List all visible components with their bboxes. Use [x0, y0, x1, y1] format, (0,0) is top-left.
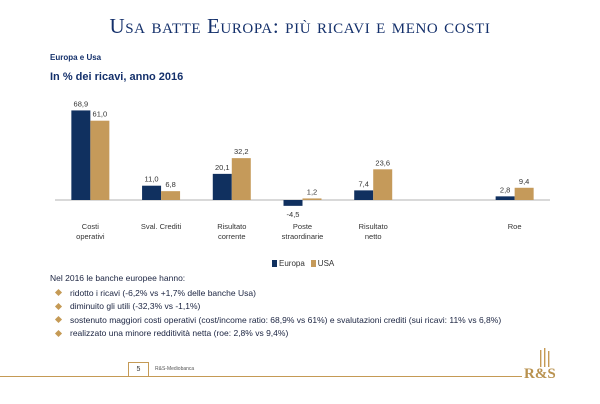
category-label: corrente	[218, 232, 246, 241]
chart-region-label: Europa e Usa	[50, 53, 102, 62]
page-number: 5	[128, 362, 149, 377]
bar-europa	[495, 196, 515, 200]
page-title: Usa batte Europa: più ricavi e meno cost…	[109, 14, 491, 38]
bar-usa	[90, 120, 110, 200]
note-bullet: sostenuto maggiori costi operativi (cost…	[50, 313, 570, 327]
category-label: Roe	[508, 222, 522, 231]
notes-panel: Nel 2016 le banche europee hanno: ridott…	[50, 273, 570, 340]
category-label: Risultato	[359, 222, 388, 231]
bar-usa	[161, 191, 181, 200]
legend-swatch-usa	[310, 260, 316, 268]
category-label: Risultato	[217, 222, 246, 231]
chart-legend: Europa USA	[272, 259, 334, 268]
bar-usa	[373, 169, 393, 200]
data-label: 7,4	[358, 179, 368, 188]
legend-europa: Europa	[272, 259, 305, 268]
footer-divider	[0, 376, 522, 377]
data-label: -4,5	[287, 210, 300, 219]
footer-source: R&S-Mediobanca	[155, 366, 195, 372]
category-label: operativi	[76, 232, 105, 241]
data-label: 6,8	[165, 180, 175, 189]
bar-usa	[231, 158, 251, 200]
data-label: 23,6	[375, 158, 390, 167]
data-label: 1,2	[307, 187, 317, 196]
data-label: 32,2	[234, 147, 249, 156]
logo-emblem-icon	[540, 348, 550, 367]
category-label: Costi	[82, 222, 99, 231]
bar-europa	[71, 110, 91, 200]
legend-swatch-europa	[272, 260, 277, 268]
bar-europa	[354, 190, 374, 200]
diamond-bullet-icon	[54, 316, 63, 324]
bar-usa	[514, 187, 534, 200]
category-label: straordinarie	[282, 232, 324, 241]
bar-europa	[283, 200, 303, 206]
data-label: 61,0	[93, 110, 108, 119]
logo: R&S	[524, 366, 556, 382]
note-bullet: ridotto i ricavi (-6,2% vs +1,7% delle b…	[50, 286, 570, 300]
data-label: 2,8	[500, 185, 510, 194]
bar-europa	[212, 173, 232, 200]
bar-usa	[302, 198, 322, 200]
data-label: 68,9	[74, 99, 89, 108]
notes-intro: Nel 2016 le banche europee hanno:	[50, 273, 186, 283]
category-label: netto	[365, 232, 382, 241]
category-label: Sval. Crediti	[141, 222, 182, 231]
note-bullet: diminuito gli utili (-32,3% vs -1,1%)	[50, 300, 570, 314]
diamond-bullet-icon	[54, 329, 63, 337]
diamond-bullet-icon	[54, 302, 63, 310]
chart-unit-label: In % dei ricavi, anno 2016	[50, 71, 184, 83]
data-label: 11,0	[145, 175, 159, 184]
legend-usa: USA	[310, 259, 334, 268]
bar-europa	[142, 185, 162, 200]
note-bullet: realizzato una minore redditività netta …	[50, 327, 570, 341]
diamond-bullet-icon	[54, 289, 63, 297]
data-label: 9,4	[519, 177, 529, 186]
category-label: Poste	[293, 222, 312, 231]
data-label: 20,1	[215, 163, 230, 172]
